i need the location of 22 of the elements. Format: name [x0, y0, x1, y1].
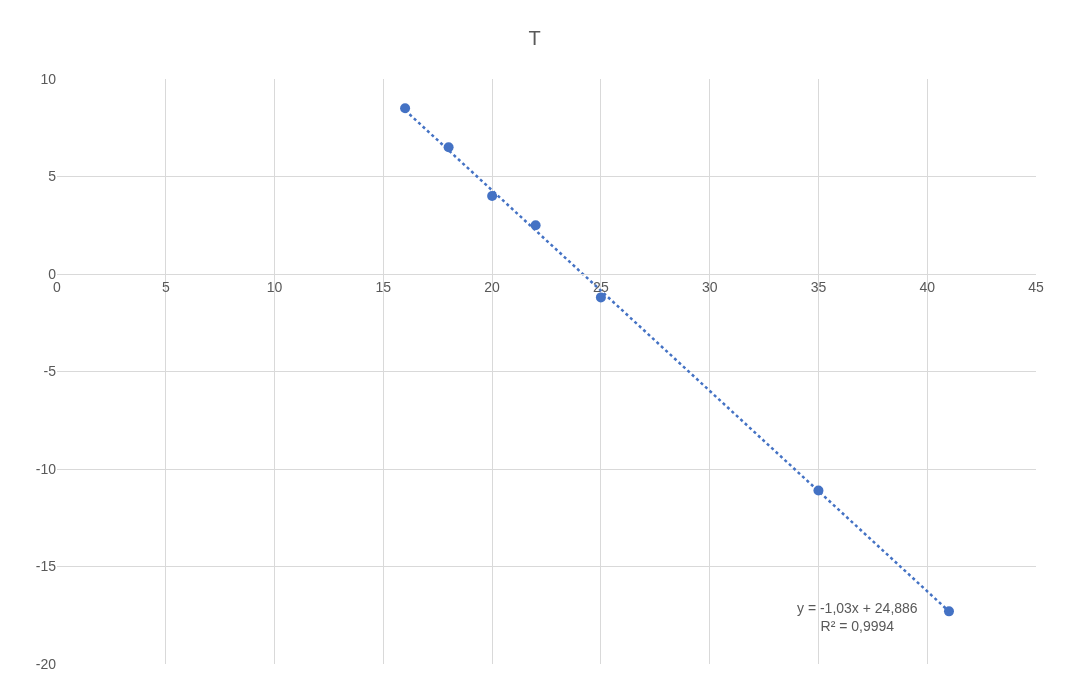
chart-title: T: [528, 26, 541, 49]
y-tick-label: 5: [48, 168, 57, 185]
x-tick-label: 5: [161, 278, 170, 295]
y-tick-label: 0: [48, 265, 57, 282]
y-tick-label: -15: [35, 558, 57, 575]
point: [400, 103, 411, 114]
x-tick-label: 15: [375, 278, 392, 295]
x-tick-label: 20: [484, 278, 501, 295]
x-tick-label: 30: [701, 278, 718, 295]
point: [530, 220, 541, 231]
point: [595, 292, 606, 303]
y-tick-label: 10: [40, 70, 57, 87]
x-tick-label: 35: [810, 278, 827, 295]
point: [487, 191, 498, 201]
x-tick-label: 10: [266, 278, 283, 295]
point: [943, 606, 954, 617]
y-tick-label: -10: [35, 460, 57, 477]
x-tick-label: 40: [919, 278, 936, 295]
y-tick-label: -20: [35, 655, 57, 672]
annotation: y = -1,03x + 24,886 R² = 0,9994: [797, 600, 918, 635]
y-tick-label: -5: [43, 363, 57, 380]
x-tick-label: 45: [1028, 278, 1044, 295]
